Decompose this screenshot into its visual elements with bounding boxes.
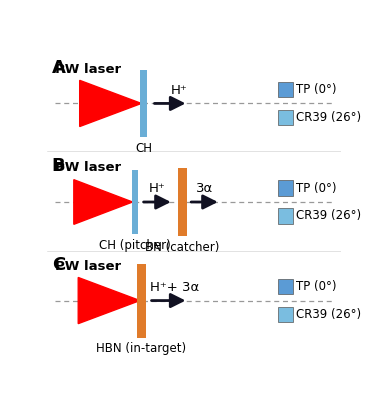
Text: C: C <box>52 256 65 274</box>
Bar <box>278 82 293 97</box>
Bar <box>178 168 187 236</box>
Text: CH: CH <box>135 142 152 155</box>
Text: TP (0°): TP (0°) <box>296 280 336 293</box>
Text: PW laser: PW laser <box>55 260 122 273</box>
Text: H⁺: H⁺ <box>171 84 187 97</box>
Bar <box>278 208 293 224</box>
Bar <box>278 110 293 125</box>
Text: CR39 (26°): CR39 (26°) <box>296 308 361 321</box>
Text: HBN (in-target): HBN (in-target) <box>96 342 186 355</box>
Bar <box>141 70 147 137</box>
Text: BN (catcher): BN (catcher) <box>145 240 220 254</box>
Text: 3α: 3α <box>196 182 213 195</box>
Text: PW laser: PW laser <box>55 161 122 174</box>
Text: A: A <box>52 59 66 77</box>
Text: B: B <box>52 157 66 175</box>
Bar <box>132 170 138 234</box>
Bar <box>137 264 146 338</box>
Text: CR39 (26°): CR39 (26°) <box>296 209 361 222</box>
Polygon shape <box>78 278 140 324</box>
Bar <box>278 307 293 322</box>
Bar <box>278 180 293 196</box>
Text: H⁺: H⁺ <box>149 182 166 195</box>
Text: H⁺+ 3α: H⁺+ 3α <box>150 281 199 294</box>
Polygon shape <box>80 80 141 126</box>
Text: TP (0°): TP (0°) <box>296 83 336 96</box>
Text: CH (pitcher): CH (pitcher) <box>99 239 171 252</box>
Polygon shape <box>74 180 133 224</box>
Text: CR39 (26°): CR39 (26°) <box>296 111 361 124</box>
Text: TP (0°): TP (0°) <box>296 182 336 195</box>
Text: PW laser: PW laser <box>55 63 122 76</box>
Bar <box>278 279 293 294</box>
